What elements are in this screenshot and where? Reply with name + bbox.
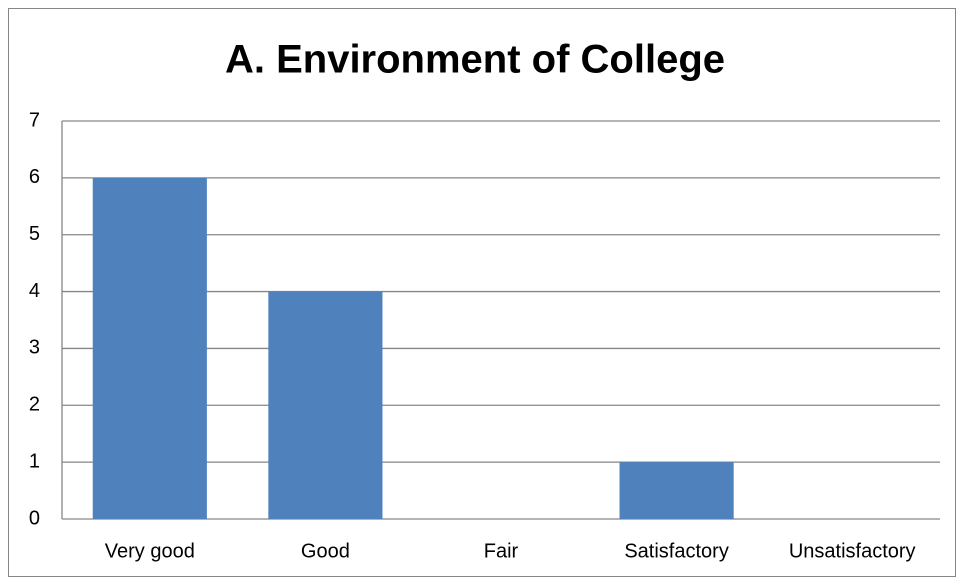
y-tick-label: 3 [29,337,40,359]
y-tick-label: 4 [29,280,40,302]
chart-title: A. Environment of College [225,38,725,82]
y-tick-label: 0 [29,507,40,529]
y-tick-label: 7 [29,109,40,131]
y-tick-label: 5 [29,223,40,245]
y-tick-label: 6 [29,166,40,188]
bar [268,291,383,519]
x-tick-label: Good [301,540,350,562]
x-tick-label: Unsatisfactory [789,540,916,562]
y-tick-label: 2 [29,394,40,416]
bar [619,462,734,519]
bar [92,177,207,519]
y-tick-label: 1 [29,450,40,472]
x-tick-label: Very good [105,540,195,562]
x-tick-label: Satisfactory [624,540,728,562]
x-tick-label: Fair [484,540,519,562]
